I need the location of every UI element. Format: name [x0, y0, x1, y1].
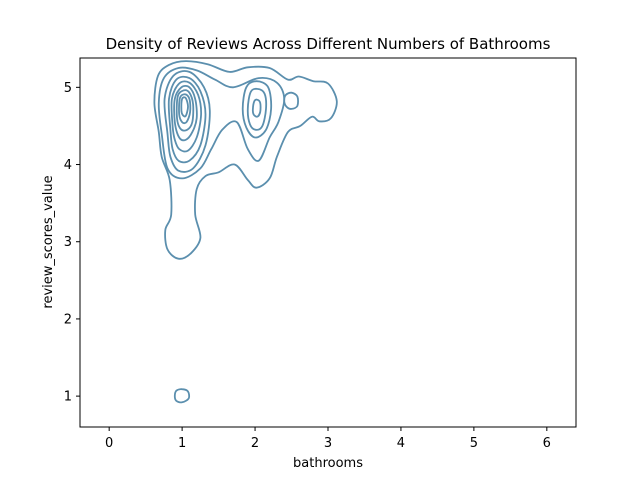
x-tick-label: 6	[543, 436, 551, 451]
y-tick-label: 1	[64, 390, 72, 405]
x-tick-label: 4	[397, 436, 405, 451]
x-tick-label: 3	[324, 436, 332, 451]
chart-title: Density of Reviews Across Different Numb…	[106, 35, 551, 53]
contour-line	[251, 98, 262, 118]
x-tick-label: 1	[178, 436, 186, 451]
contour-line	[241, 80, 273, 139]
y-axis: 1 2 3 4 5	[64, 81, 80, 405]
contour-line	[283, 91, 299, 110]
y-tick-label: 2	[64, 312, 72, 327]
y-tick-label: 5	[64, 81, 72, 96]
contour-line	[173, 84, 198, 142]
plot-area	[79, 57, 577, 428]
contour-line	[175, 89, 195, 132]
x-tick-label: 2	[251, 436, 259, 451]
contour-line	[153, 60, 338, 260]
x-tick-label: 0	[105, 436, 113, 451]
contour-line	[173, 388, 191, 404]
x-axis: 0 1 2 3 4 5 6	[105, 427, 551, 451]
y-axis-label: review_scores_value	[41, 175, 56, 308]
contour-line	[246, 87, 268, 131]
contour-group	[153, 60, 338, 404]
contour-line	[178, 93, 192, 125]
y-tick-label: 4	[64, 158, 72, 173]
contour-line	[170, 80, 203, 153]
contour-line	[180, 96, 189, 118]
contour-line	[167, 75, 207, 164]
x-tick-label: 5	[470, 436, 478, 451]
y-tick-label: 3	[64, 235, 72, 250]
x-axis-label: bathrooms	[293, 456, 363, 471]
contour-line	[163, 70, 211, 173]
contour-line	[157, 66, 286, 180]
